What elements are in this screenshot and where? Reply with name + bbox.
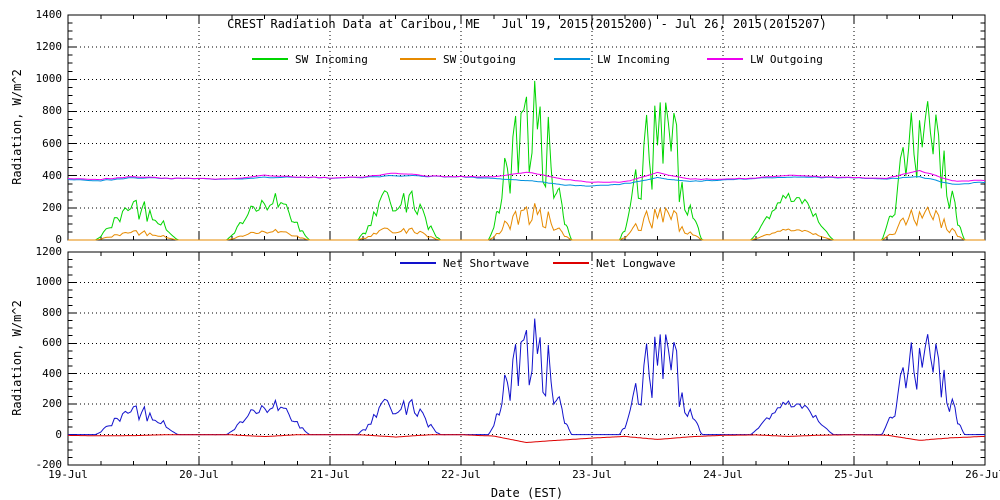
y-tick-label: 1000 (35, 275, 63, 289)
bottom-panel-frame (67, 251, 986, 466)
x-axis-label: Date (EST) (490, 486, 564, 500)
series-sw-incoming (68, 80, 985, 241)
series-sw-outgoing (68, 203, 985, 241)
y-tick-label: 800 (42, 104, 62, 118)
x-tick-label: 25-Jul (834, 468, 874, 481)
legend-item-net-shortwave: Net Shortwave (400, 256, 529, 270)
x-tick-label: 20-Jul (179, 468, 219, 481)
y-tick-label: 0 (55, 233, 62, 246)
y-tick-label: 1000 (35, 72, 63, 86)
legend-label: SW Incoming (295, 52, 368, 66)
x-tick-label: 19-Jul (48, 468, 88, 481)
legend-label: LW Incoming (597, 52, 670, 66)
x-tick-label: 21-Jul (310, 468, 350, 481)
y-tick-label: 200 (42, 200, 62, 214)
y-tick-label: 0 (55, 427, 62, 441)
y-tick-label: 600 (42, 136, 62, 150)
legend-item-lw-outgoing: LW Outgoing (707, 52, 823, 66)
y-tick-label: 1200 (35, 40, 63, 54)
legend-item-lw-incoming: LW Incoming (554, 52, 670, 66)
legend-line-swatch (707, 58, 743, 60)
legend-line-swatch (553, 262, 589, 264)
legend-line-swatch (252, 58, 288, 60)
x-tick-label: 26-Jul (965, 468, 1000, 481)
legend-item-sw-incoming: SW Incoming (252, 52, 368, 66)
y-tick-label: 1400 (35, 8, 63, 21)
legend-label: SW Outgoing (443, 52, 516, 66)
legend-label: LW Outgoing (750, 52, 823, 66)
legend-line-swatch (400, 262, 436, 264)
series-net-longwave (68, 434, 986, 444)
y-tick-label: 800 (42, 305, 62, 319)
series-net-shortwave (68, 318, 985, 436)
chart-title: CREST Radiation Data at Caribou, ME Jul … (227, 17, 827, 31)
top-y-axis-label: Radiation, W/m^2 (10, 69, 24, 185)
y-tick-label: 200 (42, 397, 62, 411)
x-tick-label: 24-Jul (703, 468, 743, 481)
y-tick-label: 1200 (35, 245, 63, 258)
legend-line-swatch (554, 58, 590, 60)
y-tick-label: -200 (35, 458, 63, 471)
legend-item-sw-outgoing: SW Outgoing (400, 52, 516, 66)
x-tick-label: 22-Jul (441, 468, 481, 481)
x-tick-label: 23-Jul (572, 468, 612, 481)
legend-line-swatch (400, 58, 436, 60)
series-lw-outgoing (67, 169, 986, 183)
top-panel-frame (67, 14, 986, 241)
y-tick-label: 400 (42, 366, 62, 380)
legend-label: Net Longwave (596, 256, 676, 270)
legend-item-net-longwave: Net Longwave (553, 256, 675, 270)
y-tick-label: 600 (42, 336, 62, 350)
legend-label: Net Shortwave (443, 256, 530, 270)
y-tick-label: 400 (42, 168, 62, 182)
